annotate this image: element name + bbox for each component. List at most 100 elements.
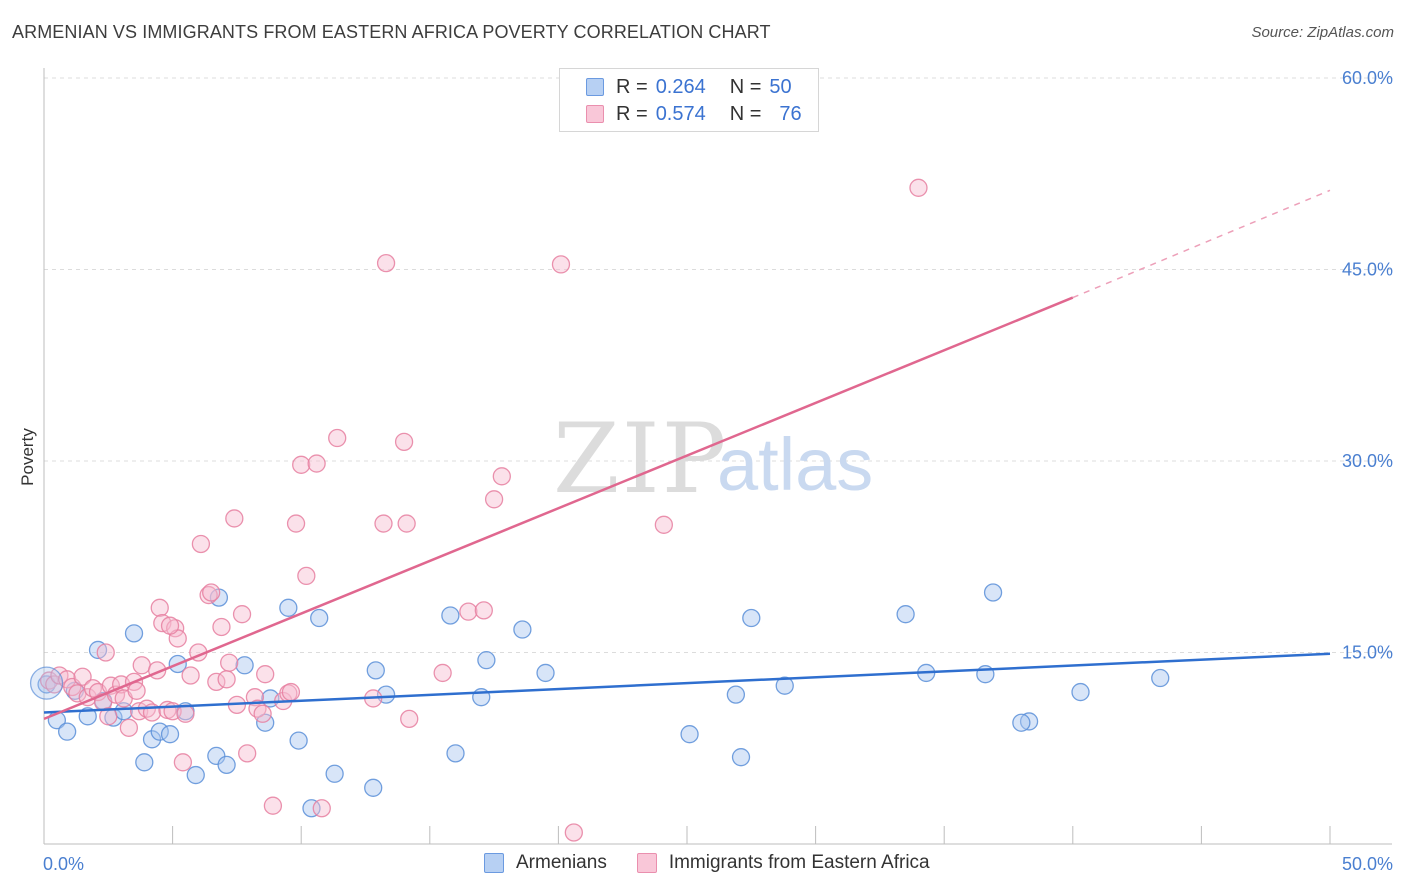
series-swatch-armenians	[484, 853, 504, 873]
point-armenians	[742, 608, 761, 628]
point-armenians	[366, 661, 385, 680]
point-eastern-africa	[433, 663, 452, 683]
legend-n-label: N =	[729, 75, 762, 98]
point-eastern-africa	[654, 515, 674, 534]
y-tick-label: 15.0%	[1342, 643, 1393, 663]
point-armenians	[57, 722, 77, 741]
watermark-atlas: atlas	[717, 423, 873, 506]
point-armenians	[1019, 712, 1039, 731]
point-eastern-africa	[73, 667, 92, 686]
point-eastern-africa	[292, 455, 311, 474]
point-eastern-africa	[492, 467, 511, 486]
chart-source: Source: ZipAtlas.com	[1251, 24, 1394, 41]
point-armenians	[124, 624, 144, 643]
legend-r-label: R =	[616, 102, 648, 125]
point-armenians	[160, 725, 180, 744]
legend-row-armenians: R = 0.264 N = 50	[586, 75, 792, 99]
point-eastern-africa	[132, 656, 151, 675]
point-eastern-africa	[297, 566, 316, 586]
legend-r-value: 0.264	[655, 75, 706, 98]
point-eastern-africa	[127, 681, 146, 700]
point-armenians	[217, 755, 236, 774]
series-legend-armenians[interactable]: Armenians	[484, 852, 607, 874]
point-eastern-africa	[191, 534, 211, 554]
trendline-armenians	[43, 652, 1331, 714]
series-name-eastern-africa: Immigrants from Eastern Africa	[668, 852, 930, 873]
point-eastern-africa	[397, 514, 416, 533]
gridlines	[44, 77, 1392, 653]
series-legend-eastern-africa[interactable]: Immigrants from Eastern Africa	[636, 852, 930, 874]
point-eastern-africa	[173, 753, 193, 772]
point-eastern-africa	[99, 707, 118, 726]
legend-n-value: 76	[779, 102, 802, 125]
point-armenians	[289, 731, 308, 750]
point-eastern-africa	[312, 799, 331, 818]
point-eastern-africa	[286, 514, 306, 533]
y-tick-label: 45.0%	[1342, 260, 1393, 280]
point-armenians	[279, 598, 298, 617]
x-tick-label: 50.0%	[1342, 854, 1393, 874]
legend-row-eastern-africa: R = 0.574 N = 76	[586, 102, 802, 126]
point-eastern-africa	[96, 643, 115, 662]
point-armenians	[325, 764, 344, 783]
series-swatch-eastern-africa	[636, 853, 657, 873]
point-armenians	[896, 605, 915, 624]
point-eastern-africa	[394, 432, 414, 452]
point-eastern-africa	[256, 665, 275, 684]
chart-title: ARMENIAN VS IMMIGRANTS FROM EASTERN AFRI…	[12, 22, 771, 42]
point-armenians	[726, 685, 746, 704]
trend-lines	[43, 189, 1331, 721]
point-eastern-africa	[307, 454, 326, 473]
point-armenians	[513, 620, 532, 639]
point-armenians	[477, 651, 496, 670]
point-armenians	[29, 666, 64, 700]
point-armenians	[1012, 713, 1031, 732]
point-armenians	[302, 799, 321, 818]
point-eastern-africa	[909, 178, 928, 197]
trendline-eastern-africa	[43, 296, 1074, 721]
point-eastern-africa	[181, 666, 200, 685]
point-armenians	[235, 656, 254, 675]
point-eastern-africa	[374, 514, 393, 533]
point-armenians	[135, 753, 154, 772]
point-armenians	[446, 744, 465, 763]
point-armenians	[680, 725, 699, 744]
legend-swatch-eastern-africa	[586, 105, 604, 123]
legend-n-label: N =	[729, 102, 762, 125]
point-eastern-africa	[217, 670, 236, 689]
point-eastern-africa	[459, 602, 478, 621]
point-eastern-africa	[328, 428, 347, 448]
point-eastern-africa	[376, 253, 396, 273]
point-eastern-africa	[212, 617, 231, 637]
point-eastern-africa	[220, 653, 239, 672]
point-armenians	[441, 606, 460, 625]
point-armenians	[536, 663, 555, 683]
point-eastern-africa	[474, 601, 493, 620]
point-eastern-africa	[484, 490, 504, 509]
point-eastern-africa	[176, 704, 195, 723]
point-eastern-africa	[238, 744, 257, 763]
y-axis-label: Poverty	[18, 428, 37, 486]
point-armenians	[364, 778, 383, 797]
point-eastern-africa	[400, 709, 419, 729]
point-armenians	[78, 707, 97, 726]
point-armenians	[310, 608, 329, 628]
legend-n-value: 50	[769, 75, 792, 98]
point-eastern-africa	[150, 598, 169, 617]
legend-r-value: 0.574	[655, 102, 706, 125]
data-points	[29, 178, 1170, 842]
watermark-zip: ZIP	[553, 403, 728, 515]
point-eastern-africa	[225, 509, 244, 528]
watermark: ZIP atlas	[553, 403, 873, 515]
y-tick-label: 60.0%	[1342, 68, 1393, 88]
tick-labels: 15.0% 30.0% 45.0% 60.0% 0.0% 50.0%	[43, 68, 1393, 874]
point-eastern-africa	[248, 699, 267, 718]
point-armenians	[1071, 682, 1090, 702]
legend-r-label: R =	[616, 75, 648, 98]
point-eastern-africa	[263, 796, 283, 815]
legend-swatch-armenians	[586, 78, 604, 96]
axes	[43, 68, 1392, 845]
point-eastern-africa	[253, 704, 272, 723]
point-eastern-africa	[202, 583, 221, 602]
